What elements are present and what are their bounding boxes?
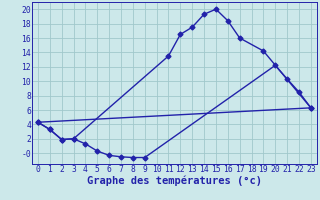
X-axis label: Graphe des températures (°c): Graphe des températures (°c)	[87, 175, 262, 186]
